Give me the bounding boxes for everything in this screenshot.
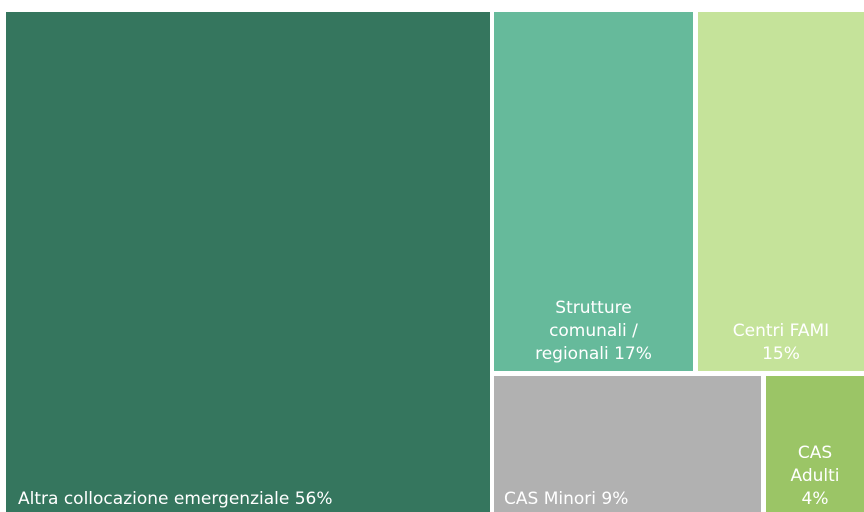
tile-label-line: regionali 17%: [535, 344, 652, 364]
tile-rect-altra-collocazione-emergenziale: [6, 12, 490, 512]
tile-rect-centri-fami: [698, 12, 864, 371]
tile-cas-adulti: CAS Adulti 4%: [766, 376, 864, 512]
tile-label-cas-adulti: CAS Adulti 4%: [790, 443, 839, 509]
tile-label-line: 15%: [762, 344, 800, 364]
tile-centri-fami: Centri FAMI 15%: [698, 12, 864, 371]
tile-rect-cas-minori: [494, 376, 761, 512]
tile-label-line: CAS: [798, 443, 832, 463]
tile-label-line: Centri FAMI: [733, 321, 829, 341]
tile-label-centri-fami: Centri FAMI 15%: [733, 321, 829, 364]
tile-rect-strutture-comunali-regionali: [494, 12, 693, 371]
tile-strutture-comunali-regionali: Strutture comunali / regionali 17%: [494, 12, 693, 371]
tile-label-line: CAS Minori 9%: [504, 489, 628, 509]
tile-label-cas-minori: CAS Minori 9%: [504, 489, 628, 509]
tile-label-altra-collocazione-emergenziale: Altra collocazione emergenziale 56%: [18, 489, 333, 509]
tile-altra-collocazione-emergenziale: Altra collocazione emergenziale 56%: [6, 12, 490, 512]
tile-label-line: Adulti: [790, 466, 839, 486]
tile-label-line: 4%: [802, 489, 829, 509]
tile-label-strutture-comunali-regionali: Strutture comunali / regionali 17%: [535, 298, 652, 364]
tile-rect-cas-adulti: [766, 376, 864, 512]
tile-cas-minori: CAS Minori 9%: [494, 376, 761, 512]
tile-label-line: Strutture: [555, 298, 631, 318]
tile-label-line: Altra collocazione emergenziale 56%: [18, 489, 333, 509]
tile-label-line: comunali /: [549, 321, 638, 341]
